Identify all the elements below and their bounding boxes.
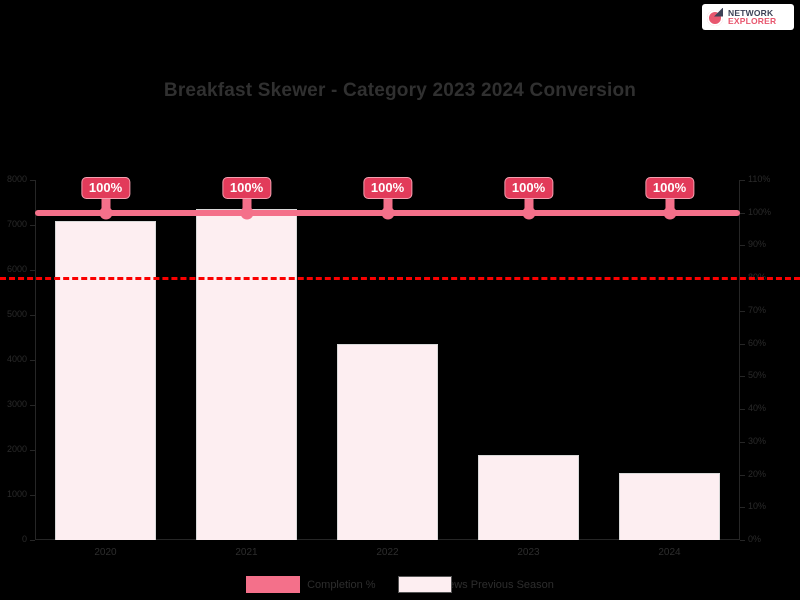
completion-badge-stem [101,196,110,213]
right-axis-tick [740,474,745,476]
completion-badge-stem [665,196,674,213]
right-axis-tick-label: 110% [748,174,771,184]
right-axis-tick-label: 50% [748,370,767,381]
x-axis-label-2020: 2020 [94,547,117,558]
left-axis-tick [30,405,35,406]
chart-plot-area: 0 1000 2000 3000 4000 5000 6000 7000 8000 0% 10% 2… [0,175,800,558]
right-axis-tick [740,245,745,247]
x-axis-label-2021: 2021 [235,547,258,558]
legend-swatch-2 [397,576,452,593]
left-axis-line [35,180,36,540]
completion-badge-stem [524,196,533,213]
completion-badge-stem [242,196,251,213]
right-axis-tick [740,409,745,411]
completion-data-label-2020: 100% [80,176,131,199]
right-axis-tick-label: 60% [748,337,767,348]
right-axis-tick-label: 20% [748,468,767,479]
left-axis-tick-label: 8000 [6,174,27,184]
right-axis-tick-label: 30% [748,435,767,446]
completion-marker-2023[interactable] [522,206,535,220]
completion-data-label-2022: 100% [362,176,413,199]
left-axis-tick [30,450,35,451]
legend-item-2[interactable]: Product Views Previous Season [397,576,554,593]
left-axis-tick-label: 3000 [6,399,27,409]
bar-2023[interactable] [477,454,580,540]
network-globe-icon [706,7,725,27]
right-axis-tick [740,507,745,509]
left-axis-tick-label: 1000 [6,489,27,499]
completion-data-label-2021: 100% [221,176,272,199]
left-axis-tick [30,360,35,361]
left-axis-tick-label: 4000 [6,354,27,364]
right-axis-tick-label: 90% [748,239,767,250]
right-axis-tick-label: 70% [748,304,767,315]
left-axis-tick [30,495,35,496]
brand-line-2: EXPLORER [728,16,777,26]
legend-swatch-1 [246,576,301,593]
right-axis-tick [740,540,745,541]
left-axis-tick-label: 2000 [6,444,27,454]
right-axis-tick-label: 10% [748,501,767,512]
left-axis-tick-label: 7000 [6,219,27,229]
bar-2020[interactable] [54,220,157,540]
x-axis-label-2023: 2023 [517,547,540,558]
threshold-line [0,276,800,280]
completion-data-label-2024: 100% [644,176,695,199]
completion-marker-2022[interactable] [381,206,394,220]
left-axis-tick-label: 5000 [6,309,27,319]
completion-marker-2020[interactable] [99,206,112,220]
completion-marker-2024[interactable] [663,206,676,220]
completion-data-label-2023: 100% [503,176,554,199]
right-axis-tick [740,212,745,214]
right-axis-tick-label: 0% [748,534,762,544]
left-axis-tick-label: 6000 [6,264,27,274]
chart-title: Breakfast Skewer - Category 2023 2024 Co… [163,80,637,101]
bar-2022[interactable] [336,344,439,540]
brand-logo: NETWORK EXPLORER [702,4,794,30]
right-axis-tick [740,310,745,312]
completion-badge-stem [383,196,392,213]
left-axis-tick [30,225,35,226]
right-axis-tick [740,376,745,378]
left-axis-tick [30,540,35,541]
bar-2021[interactable] [195,209,298,540]
left-axis-tick-label: 0 [21,534,27,544]
bar-2024[interactable] [618,472,721,540]
chart-legend: Completion % Product Views Previous Seaso… [0,576,800,593]
legend-label-1: Completion % [307,578,376,591]
left-axis-tick [30,315,35,316]
right-axis-tick [740,343,745,345]
right-axis-tick [740,180,745,181]
legend-item-1[interactable]: Completion % [246,576,376,593]
completion-marker-2021[interactable] [240,206,253,220]
right-axis-tick [740,441,745,443]
left-axis-tick [30,270,35,271]
right-axis-tick-label: 100% [748,206,772,217]
brand-wordmark: NETWORK EXPLORER [728,7,777,26]
left-axis-tick [30,180,35,181]
right-axis-line [739,180,740,540]
brand-line-1: NETWORK [728,7,774,18]
right-axis-tick-label: 40% [748,403,767,414]
x-axis-label-2024: 2024 [658,547,681,558]
x-axis-label-2022: 2022 [376,547,399,558]
